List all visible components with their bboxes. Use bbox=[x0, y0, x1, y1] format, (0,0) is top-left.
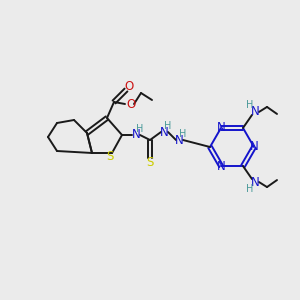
Text: S: S bbox=[146, 157, 154, 169]
Text: N: N bbox=[217, 160, 225, 172]
Text: N: N bbox=[250, 105, 260, 119]
Text: H: H bbox=[179, 129, 187, 139]
Text: H: H bbox=[164, 121, 172, 131]
Text: O: O bbox=[126, 98, 136, 110]
Text: H: H bbox=[246, 100, 254, 110]
Text: N: N bbox=[175, 134, 183, 146]
Text: H: H bbox=[136, 124, 144, 134]
Text: N: N bbox=[250, 176, 260, 189]
Text: N: N bbox=[132, 128, 140, 142]
Text: H: H bbox=[246, 184, 254, 194]
Text: N: N bbox=[160, 125, 168, 139]
Text: O: O bbox=[124, 80, 134, 94]
Text: N: N bbox=[217, 122, 225, 134]
Text: N: N bbox=[250, 140, 258, 154]
Text: S: S bbox=[106, 151, 114, 164]
